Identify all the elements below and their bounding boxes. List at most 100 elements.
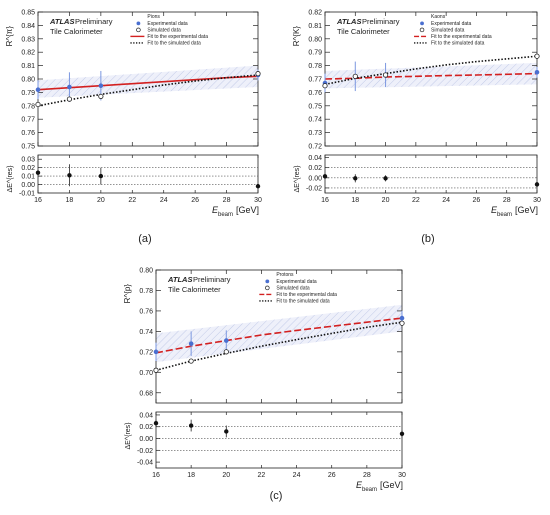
y-tick-label: 0.75 [308, 103, 322, 110]
y-tick-label: 0.74 [308, 117, 322, 124]
x-axis-label: E [212, 205, 219, 215]
legend-entry: Fit to the experimental data [276, 292, 337, 298]
residual-y-tick-label: 0.00 [308, 175, 322, 182]
panel-caption: (b) [421, 233, 434, 245]
legend-entry: Simulated data [431, 28, 465, 34]
x-axis-label-subscript: beam [218, 212, 233, 218]
y-axis-label: R^{π} [5, 26, 14, 47]
y-tick-label: 0.76 [21, 130, 35, 137]
x-tick-label: 18 [351, 197, 359, 204]
y-tick-label: 0.82 [308, 10, 322, 17]
panel-3: 16 18 20 22 24 26 28 30 0.68 0.70 0.72 0.74 0.76 0.78… [123, 268, 406, 503]
legend-title: Kaons [431, 14, 446, 20]
legend-entry: Fit to the experimental data [147, 34, 208, 40]
y-tick-label: 0.77 [308, 77, 322, 84]
experimental-data-point [98, 83, 104, 88]
y-tick-label: 0.79 [21, 90, 35, 97]
legend-entry: Fit to the simulated data [147, 41, 201, 47]
residual-y-tick-label: 0.04 [139, 412, 153, 419]
y-tick-label: 0.70 [139, 370, 153, 377]
residual-plot-frame [155, 411, 403, 469]
residual-y-tick-label: -0.02 [137, 448, 153, 455]
simulated-data-point [35, 101, 41, 108]
y-axis-label: R^{p} [123, 284, 132, 304]
subtitle-label: Tile Calorimeter [50, 27, 103, 36]
y-tick-label: 0.73 [308, 130, 322, 137]
residual-data-point [153, 421, 159, 426]
experimental-data-point [223, 338, 229, 343]
fit-experimental-line [324, 72, 538, 80]
simulated-data-point [255, 71, 261, 77]
y-tick-label: 0.76 [308, 90, 322, 97]
y-tick-label: 0.80 [308, 36, 322, 43]
legend-marker-experimental [265, 279, 270, 284]
x-tick-label: 24 [442, 197, 450, 204]
legend-marker-experimental [136, 21, 141, 26]
residual-data-point [98, 173, 104, 179]
legend-entry: Experimental data [431, 21, 472, 27]
experimental-data-point [399, 315, 405, 321]
x-tick-label: 26 [191, 197, 199, 204]
residual-data-point [224, 429, 229, 434]
residual-data-point [67, 173, 72, 178]
y-tick-label: 0.68 [139, 390, 153, 397]
y-tick-label: 0.83 [21, 36, 35, 43]
residual-data-point [399, 431, 405, 437]
residual-y-tick-label: 0.00 [139, 436, 153, 443]
legend-entry: Simulated data [276, 286, 310, 292]
simulated-data-point [322, 83, 328, 89]
experimental-data-point [35, 87, 41, 93]
uncertainty-band [38, 65, 258, 98]
subtitle-label: Tile Calorimeter [337, 27, 390, 36]
x-axis-label-unit: [GeV] [380, 480, 403, 490]
x-tick-label: 26 [328, 472, 336, 479]
panel-2: 16 18 20 22 24 26 28 30 0.72 0.73 0.74 0.75 0.76 0.77… [292, 10, 541, 246]
residual-y-tick-label: 0.02 [308, 165, 322, 172]
x-tick-label: 18 [187, 472, 195, 479]
legend-marker-experimental [420, 21, 424, 26]
y-tick-label: 0.80 [21, 77, 35, 84]
experimental-data-point [188, 341, 194, 346]
fit-simulated-line [155, 321, 403, 372]
x-tick-label: 30 [254, 197, 262, 204]
residual-data-point [534, 182, 540, 187]
residual-data-point [353, 176, 358, 181]
y-tick-label: 0.76 [139, 308, 153, 315]
x-tick-label: 22 [128, 197, 136, 204]
fit-simulated-line [324, 55, 538, 86]
x-tick-label: 16 [321, 197, 329, 204]
y-tick-label: 0.77 [21, 117, 35, 124]
residual-y-tick-label: -0.01 [19, 191, 35, 198]
fit-simulated-line [37, 74, 259, 107]
y-tick-label: 0.72 [308, 144, 322, 151]
y-tick-label: 0.85 [21, 10, 35, 17]
simulated-data-point [382, 72, 389, 78]
y-tick-label: 0.82 [21, 50, 35, 57]
residual-y-tick-label: 0.00 [21, 182, 35, 189]
legend-marker-simulated [265, 285, 270, 291]
x-tick-label: 22 [412, 197, 420, 204]
legend-marker-simulated [136, 27, 141, 33]
residual-y-tick-label: 0.03 [21, 157, 35, 164]
legend-entry: Fit to the experimental data [431, 34, 492, 40]
legend-marker-simulated [419, 27, 425, 33]
x-tick-label: 28 [503, 197, 511, 204]
legend-entry: Fit to the simulated data [276, 299, 330, 305]
legend-entry: Experimental data [147, 21, 188, 27]
atlas-preliminary-label: Preliminary [362, 17, 400, 26]
x-tick-label: 30 [533, 197, 541, 204]
panel-caption: (a) [138, 233, 151, 245]
residual-data-point [35, 170, 41, 175]
x-tick-label: 30 [398, 472, 406, 479]
x-axis-label-unit: [GeV] [236, 205, 259, 215]
y-tick-label: 0.81 [21, 63, 35, 70]
residual-y-tick-label: 0.01 [21, 174, 35, 181]
y-tick-label: 0.78 [139, 288, 153, 295]
residual-y-tick-label: 0.02 [139, 424, 153, 431]
y-tick-label: 0.75 [21, 144, 35, 151]
x-tick-label: 26 [473, 197, 481, 204]
x-tick-label: 24 [293, 472, 301, 479]
experimental-data-point [67, 84, 72, 90]
atlas-label: ATLAS [167, 275, 192, 284]
x-tick-label: 22 [258, 472, 266, 479]
